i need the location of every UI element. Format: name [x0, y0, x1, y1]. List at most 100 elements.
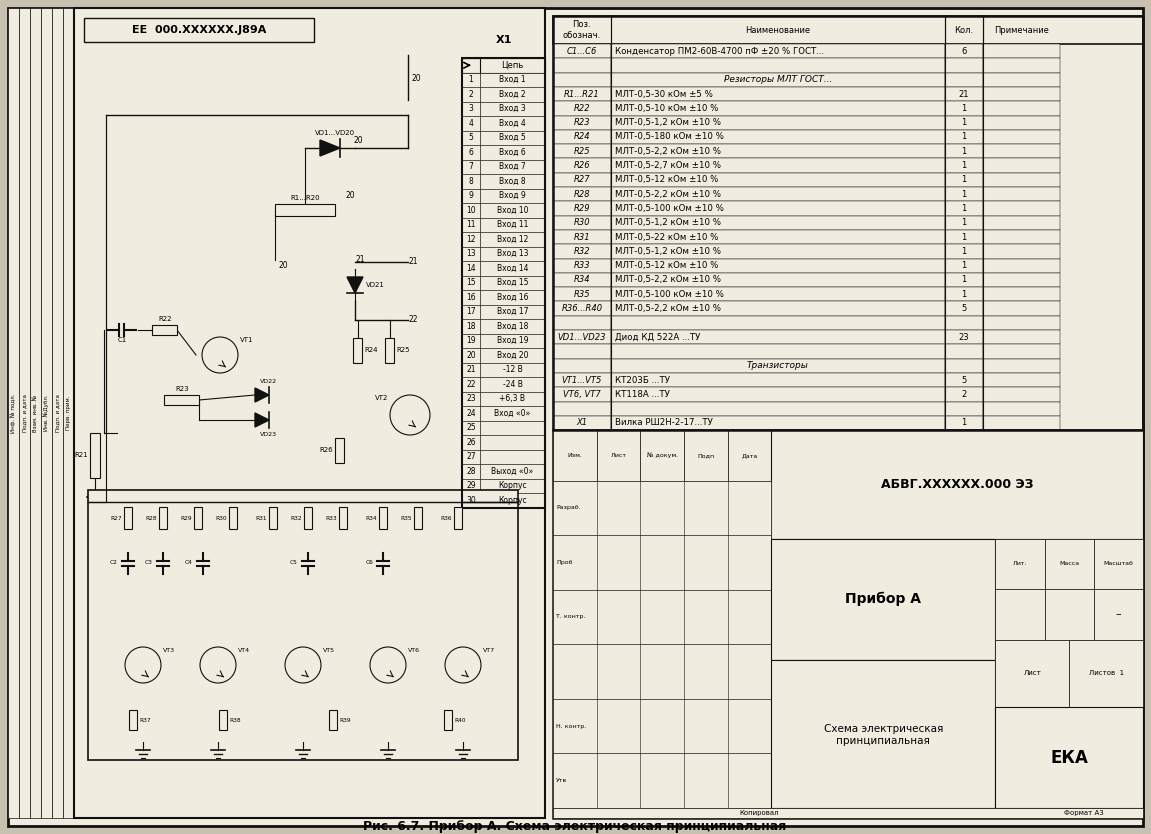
Bar	[945, 359, 983, 373]
Text: Вход 1: Вход 1	[500, 75, 526, 84]
Bar	[552, 430, 1143, 480]
Bar	[1045, 539, 1093, 589]
Bar	[462, 450, 480, 464]
Text: Резисторы МЛТ ГОСТ...: Резисторы МЛТ ГОСТ...	[724, 75, 832, 84]
Text: Примечание: Примечание	[994, 26, 1049, 34]
Text: R23: R23	[573, 118, 590, 127]
Text: Цепь: Цепь	[502, 61, 524, 70]
Polygon shape	[256, 413, 269, 427]
Text: Дата: Дата	[741, 453, 757, 458]
Bar	[480, 116, 546, 130]
Bar	[611, 416, 945, 430]
Text: R1...R20: R1...R20	[290, 195, 320, 201]
Bar	[74, 8, 546, 818]
Bar	[552, 130, 611, 144]
Text: Разраб.: Разраб.	[556, 505, 580, 510]
Bar	[945, 201, 983, 216]
Bar	[983, 201, 1060, 216]
Bar	[945, 44, 983, 58]
Bar	[552, 430, 1143, 818]
Text: 1: 1	[961, 147, 967, 156]
Text: Изм.: Изм.	[567, 453, 582, 458]
Bar	[983, 158, 1060, 173]
Bar	[996, 539, 1045, 589]
Text: Корпус: Корпус	[498, 495, 527, 505]
Polygon shape	[346, 277, 363, 293]
Text: 1: 1	[961, 175, 967, 184]
Bar	[84, 18, 314, 42]
Text: Подп. и дата: Подп. и дата	[55, 394, 60, 432]
Text: R34: R34	[573, 275, 590, 284]
Bar	[480, 493, 546, 508]
Bar	[640, 430, 684, 480]
Bar	[552, 373, 611, 387]
Text: Вход 3: Вход 3	[500, 104, 526, 113]
Bar	[480, 334, 546, 348]
Text: VT4: VT4	[238, 647, 250, 652]
Bar	[611, 244, 945, 259]
Text: R31: R31	[573, 233, 590, 242]
Text: R25: R25	[396, 347, 410, 353]
Circle shape	[200, 647, 236, 683]
Text: Вход 14: Вход 14	[497, 264, 528, 273]
Bar	[269, 507, 277, 529]
Text: VT1...VT5: VT1...VT5	[562, 375, 602, 384]
Text: R35: R35	[573, 289, 590, 299]
Circle shape	[445, 647, 481, 683]
Text: R32: R32	[573, 247, 590, 256]
Bar	[611, 130, 945, 144]
Text: 7: 7	[468, 163, 473, 171]
Bar	[462, 87, 480, 102]
Text: Вход 2: Вход 2	[500, 90, 526, 98]
Bar	[480, 174, 546, 188]
Bar	[41, 8, 52, 818]
Bar	[480, 464, 546, 479]
Text: 6: 6	[961, 47, 967, 56]
Bar	[552, 273, 611, 287]
Bar	[611, 173, 945, 187]
Bar	[611, 187, 945, 201]
Bar	[462, 130, 480, 145]
Bar	[983, 44, 1060, 58]
Bar	[462, 290, 480, 304]
Bar	[611, 115, 945, 130]
Text: R24: R24	[573, 133, 590, 142]
Text: C5: C5	[290, 560, 298, 565]
Bar	[462, 218, 480, 232]
Text: Лит.: Лит.	[1013, 561, 1028, 566]
Bar	[611, 401, 945, 416]
Bar	[480, 479, 546, 493]
Bar	[996, 589, 1045, 640]
Bar	[611, 316, 945, 330]
Bar	[124, 507, 132, 529]
Text: 29: 29	[466, 481, 475, 490]
Text: МЛТ-0,5-2,2 кОм ±10 %: МЛТ-0,5-2,2 кОм ±10 %	[615, 147, 721, 156]
Bar	[480, 247, 546, 261]
Text: 22: 22	[466, 379, 475, 389]
Bar	[462, 304, 480, 319]
Text: VT6: VT6	[407, 647, 420, 652]
Text: R25: R25	[573, 147, 590, 156]
Bar	[945, 130, 983, 144]
Text: Схема электрическая: Схема электрическая	[824, 724, 943, 734]
Bar	[983, 287, 1060, 301]
Bar	[771, 660, 996, 808]
Bar	[480, 159, 546, 174]
Text: C1: C1	[117, 337, 127, 343]
Text: Перв. прим.: Перв. прим.	[66, 396, 71, 430]
Text: Вход 12: Вход 12	[497, 234, 528, 244]
Text: Вход 13: Вход 13	[497, 249, 528, 259]
Bar	[462, 116, 480, 130]
Bar	[195, 507, 201, 529]
Text: 21: 21	[959, 89, 969, 98]
Bar	[480, 145, 546, 159]
Text: VT2: VT2	[374, 395, 388, 401]
Bar	[462, 464, 480, 479]
Text: МЛТ-0,5-180 кОм ±10 %: МЛТ-0,5-180 кОм ±10 %	[615, 133, 724, 142]
Text: 22: 22	[409, 315, 418, 324]
Text: 1: 1	[961, 133, 967, 142]
Text: Копировал: Копировал	[740, 810, 779, 816]
Bar	[945, 158, 983, 173]
Bar	[983, 244, 1060, 259]
Text: 1: 1	[961, 261, 967, 270]
